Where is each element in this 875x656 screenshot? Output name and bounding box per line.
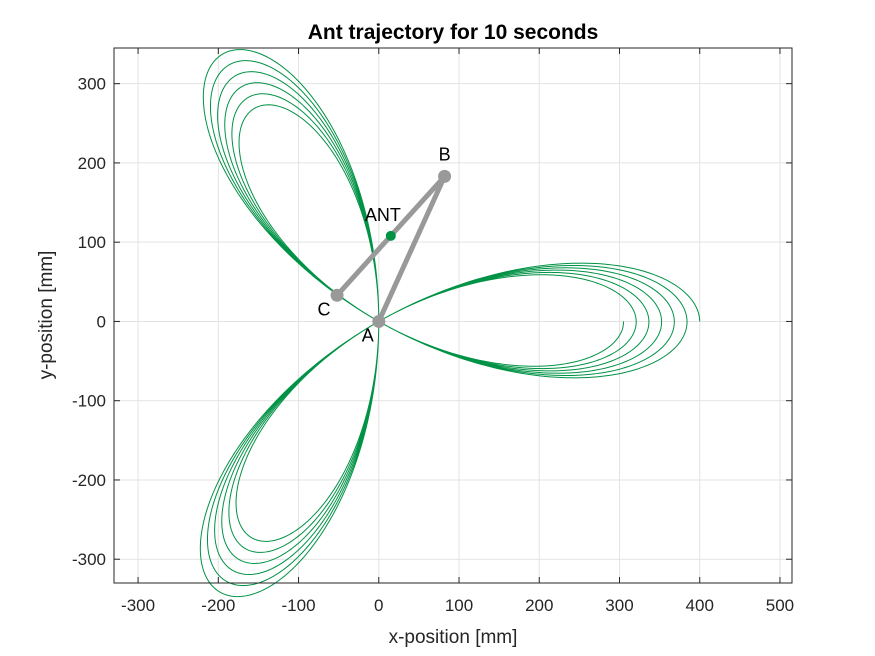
x-tick-label: 200: [525, 596, 553, 615]
x-tick-label: -100: [282, 596, 316, 615]
x-tick-label: 100: [445, 596, 473, 615]
point-label-ant: ANT: [365, 205, 401, 225]
trajectory-layer: [199, 49, 701, 598]
ticks: -300 -200 -100 0 100 200 300 400 500 -300 -200 -100…: [72, 48, 794, 615]
y-tick-label: 0: [97, 312, 106, 331]
x-tick-label: 0: [374, 596, 383, 615]
x-tick-label: 500: [766, 596, 794, 615]
x-tick-label: 300: [605, 596, 633, 615]
y-axis-label: y-position [mm]: [36, 251, 57, 380]
trajectory-line: [199, 49, 701, 598]
y-tick-label: 300: [78, 75, 106, 94]
point-ant: [385, 230, 396, 241]
point-label-b: B: [439, 144, 451, 164]
point-a: [372, 314, 386, 328]
chart-title: Ant trajectory for 10 seconds: [308, 21, 599, 44]
point-c: [330, 288, 344, 302]
point-b: [438, 169, 452, 183]
point-label-c: C: [318, 299, 331, 319]
y-tick-label: 100: [78, 233, 106, 252]
x-tick-label: 400: [686, 596, 714, 615]
x-tick-label: -300: [121, 596, 155, 615]
axes-frame: [113, 47, 793, 584]
y-tick-label: -100: [72, 392, 106, 411]
y-tick-label: -200: [72, 471, 106, 490]
grid: [114, 48, 792, 583]
link-a-b: [376, 173, 448, 324]
x-axis-label: x-position [mm]: [389, 627, 518, 648]
point-label-a: A: [362, 325, 374, 345]
axes-background: [114, 48, 792, 583]
points-layer: A B C ANT: [318, 144, 452, 345]
x-tick-label: -200: [201, 596, 235, 615]
y-tick-label: 200: [78, 154, 106, 173]
y-tick-label: -300: [72, 550, 106, 569]
